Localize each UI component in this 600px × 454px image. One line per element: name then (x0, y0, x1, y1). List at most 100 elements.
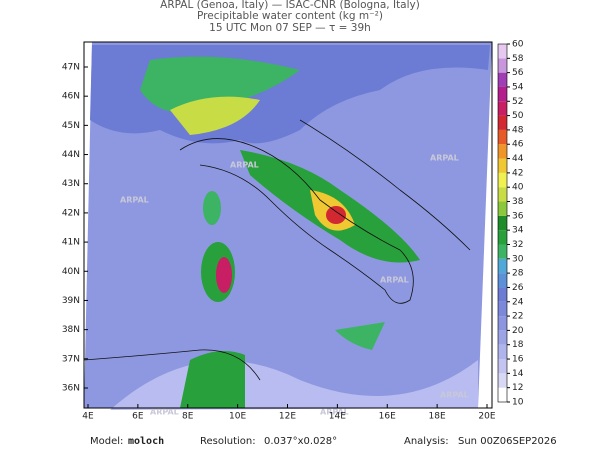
colorbar-label: 48 (512, 125, 524, 135)
y-tick-label: 44N (62, 150, 80, 160)
colorbar-band (498, 86, 507, 102)
colorbar-band (498, 359, 507, 374)
colorbar-band (498, 244, 507, 259)
colorbar-band (498, 101, 507, 116)
y-tick-label: 42N (62, 208, 80, 218)
colorbar-label: 14 (512, 369, 524, 379)
coastline (179, 138, 414, 304)
watermark: ARPAL (150, 408, 179, 417)
x-tick-label: 10E (229, 412, 246, 422)
colorbar-band (498, 330, 507, 345)
colorbar-band (498, 258, 507, 274)
watermark: ARPAL (120, 196, 149, 205)
footer-value: Sun 00Z06SEP2026 (458, 436, 557, 447)
y-tick-label: 41N (62, 238, 80, 248)
colorbar-label: 22 (512, 312, 523, 322)
colorbar-label: 50 (512, 111, 524, 121)
colorbar-label: 60 (512, 40, 524, 50)
colorbar-label: 16 (512, 355, 524, 365)
tunisia (180, 351, 245, 408)
coastline (299, 119, 471, 251)
map (83, 41, 493, 410)
colorbar-band (498, 72, 507, 87)
colorbar-label: 36 (512, 211, 524, 221)
colorbar-band (498, 215, 507, 231)
colorbar-band (498, 44, 507, 59)
colorbar-band (498, 201, 507, 216)
colorbar-label: 58 (512, 54, 524, 64)
colorbar-band (498, 172, 507, 188)
footer-label: Resolution: (200, 436, 256, 447)
colorbar-band (498, 58, 507, 73)
colorbar-label: 34 (512, 226, 524, 236)
watermark: ARPAL (320, 408, 349, 417)
colorbar-label: 44 (512, 154, 524, 164)
watermark: ARPAL (430, 154, 459, 163)
colorbar-label: 10 (512, 398, 524, 408)
land-rain (326, 206, 346, 224)
colorbar: 10 12 14 16 18 20 22 24 26 28 30 32 34 36 38 40 42 44 46 48… (497, 40, 524, 408)
land-rain (170, 96, 260, 135)
x-tick-label: 4E (82, 412, 94, 422)
colorbar-band (498, 187, 507, 202)
coastline (83, 349, 261, 381)
sardinia-max (216, 257, 232, 293)
x-tick-label: 12E (279, 412, 296, 422)
colorbar-label: 32 (512, 240, 523, 250)
colorbar-label: 18 (512, 340, 524, 350)
colorbar-label: 46 (512, 140, 524, 150)
colorbar-band (498, 344, 507, 360)
title-line: 15 UTC Mon 07 SEP — τ = 39h (209, 22, 371, 34)
corsica (203, 191, 221, 225)
footer-label: Analysis: (404, 436, 449, 447)
y-tick-label: 39N (62, 296, 80, 306)
colorbar-band (498, 273, 507, 288)
x-tick-label: 6E (132, 412, 144, 422)
y-tick-label: 38N (62, 325, 80, 335)
x-tick-label: 14E (329, 412, 346, 422)
land-rain (140, 56, 300, 113)
colorbar-band (498, 373, 507, 388)
y-tick-label: 40N (62, 267, 80, 277)
colorbar-label: 40 (512, 183, 524, 193)
colorbar-band (498, 129, 507, 145)
title-line: Precipitable water content (kg m⁻²) (197, 10, 383, 22)
colorbar-label: 20 (512, 326, 524, 336)
colorbar-band (498, 387, 507, 402)
colorbar-band (498, 316, 507, 331)
colorbar-band (498, 115, 507, 130)
x-tick-label: 8E (182, 412, 194, 422)
colorbar-band (498, 301, 507, 317)
colorbar-label: 56 (512, 68, 524, 78)
y-tick-label: 36N (62, 384, 80, 394)
sicily (335, 322, 385, 350)
y-tick-label: 46N (62, 92, 80, 102)
x-tick-label: 20E (478, 412, 495, 422)
footer-value: moloch (128, 436, 164, 447)
colorbar-band (498, 230, 507, 245)
x-tick-label: 16E (379, 412, 396, 422)
colorbar-label: 12 (512, 383, 523, 393)
watermark: ARPAL (440, 391, 469, 400)
colorbar-label: 24 (512, 297, 524, 307)
colorbar-label: 28 (512, 269, 524, 279)
colorbar-label: 52 (512, 97, 523, 107)
colorbar-label: 30 (512, 254, 524, 264)
colorbar-frame (497, 43, 508, 403)
colorbar-label: 38 (512, 197, 524, 207)
colorbar-band (498, 144, 507, 159)
y-tick-label: 47N (62, 63, 80, 73)
watermark: ARPAL (230, 161, 259, 170)
y-tick-label: 37N (62, 354, 80, 364)
colorbar-band (498, 158, 507, 173)
colorbar-label: 26 (512, 283, 524, 293)
title-line: ARPAL (Genoa, Italy) — ISAC-CNR (Bologna… (160, 0, 420, 11)
x-tick-label: 18E (429, 412, 446, 422)
footer-label: Model: (90, 436, 123, 447)
y-tick-label: 45N (62, 121, 80, 131)
colorbar-band (498, 287, 507, 302)
colorbar-label: 54 (512, 82, 524, 92)
y-tick-label: 43N (62, 179, 80, 189)
